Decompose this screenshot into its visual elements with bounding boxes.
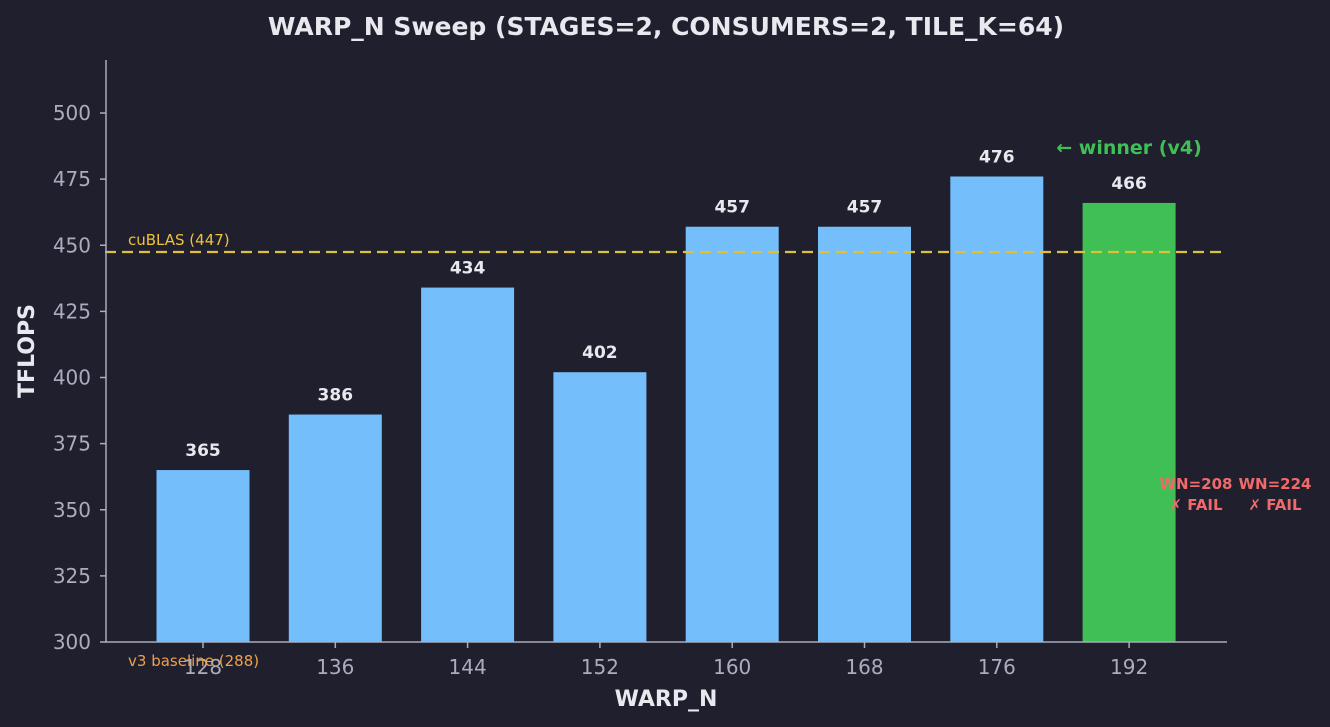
x-tick-label: 128 (184, 655, 222, 679)
bar-value-label: 402 (582, 343, 618, 363)
fail-wn224-status: ✗ FAIL (1248, 496, 1302, 514)
x-tick-label: 144 (449, 655, 487, 679)
y-tick-label: 375 (53, 432, 91, 456)
fail-wn208-status: ✗ FAIL (1169, 496, 1223, 514)
bar-value-label: 476 (979, 147, 1015, 167)
fail-wn208-label: WN=208 (1160, 475, 1233, 493)
y-tick-label: 350 (53, 498, 91, 522)
bar-value-label: 457 (714, 198, 750, 218)
bar-warp-n-152 (553, 372, 647, 642)
y-tick-label: 450 (53, 233, 91, 257)
bars-group (156, 176, 1176, 643)
x-tick-label: 176 (978, 655, 1016, 679)
bar-value-label: 365 (185, 441, 221, 461)
winner-annotation: ← winner (v4) (1056, 137, 1202, 159)
y-axis-label: TFLOPS (15, 304, 40, 398)
y-tick-label: 400 (53, 366, 91, 390)
bar-value-label: 434 (450, 259, 486, 279)
x-axis-label: WARP_N (615, 687, 718, 712)
bar-warp-n-176 (950, 176, 1044, 643)
bar-value-labels: 365 386 434 402 457 457 476 466 (185, 147, 1147, 461)
fail-wn224-label: WN=224 (1239, 475, 1312, 493)
x-tick-label: 192 (1110, 655, 1148, 679)
x-tick-label: 152 (581, 655, 619, 679)
bar-warp-n-192 (1082, 202, 1176, 642)
y-tick-label: 425 (53, 299, 91, 323)
chart-title: WARP_N Sweep (STAGES=2, CONSUMERS=2, TIL… (268, 12, 1064, 41)
bar-value-label: 457 (847, 198, 883, 218)
y-tick-label: 300 (53, 630, 91, 654)
baseline-annotation: v3 baseline (288) (128, 652, 259, 670)
y-tick-label: 475 (53, 167, 91, 191)
x-tick-label: 168 (845, 655, 883, 679)
bar-warp-n-144 (421, 287, 515, 642)
y-tick-label: 325 (53, 564, 91, 588)
bar-warp-n-160 (685, 226, 779, 643)
bar-warp-n-136 (288, 414, 382, 642)
y-axis-ticks: 300 325 350 375 400 425 450 475 500 (53, 101, 106, 654)
y-tick-label: 500 (53, 101, 91, 125)
cublas-label: cuBLAS (447) (128, 231, 230, 249)
x-axis-ticks: 128 136 144 152 160 168 176 192 (184, 642, 1148, 679)
x-tick-label: 160 (713, 655, 751, 679)
bar-warp-n-128 (156, 470, 250, 642)
x-tick-label: 136 (316, 655, 354, 679)
bar-warp-n-168 (818, 226, 911, 643)
bar-value-label: 386 (318, 386, 354, 406)
bar-value-label: 466 (1111, 174, 1147, 194)
